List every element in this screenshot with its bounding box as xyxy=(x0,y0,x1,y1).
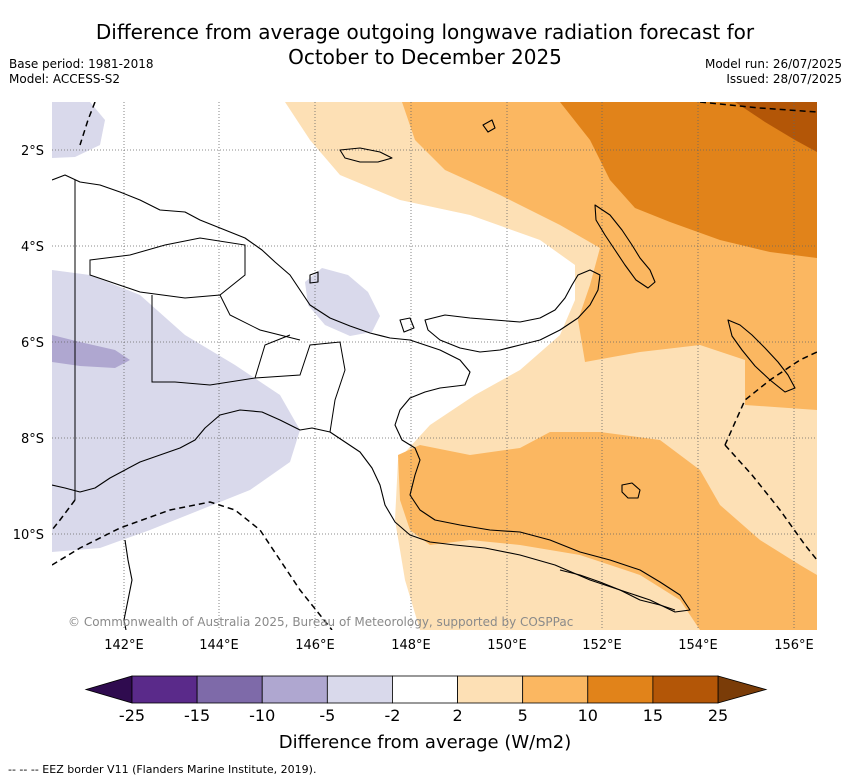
colorbar-tick-label: 25 xyxy=(708,706,728,725)
anomaly-region-neg5-10 xyxy=(52,335,130,368)
png-province-lines xyxy=(89,237,346,433)
anomaly-region-10-15 xyxy=(560,102,817,258)
copyright-text: © Commonwealth of Australia 2025, Bureau… xyxy=(68,615,573,629)
colorbar-segment xyxy=(587,675,654,704)
lat-label-2s: 2°S xyxy=(21,144,44,159)
colorbar-segment xyxy=(457,675,524,704)
colorbar-over-arrow xyxy=(717,675,768,704)
base-period: Base period: 1981-2018 xyxy=(9,57,154,71)
land-borders xyxy=(74,180,346,500)
anomaly-region-neg2-5-west xyxy=(52,270,300,552)
gridlines xyxy=(52,102,817,630)
lat-label-10s: 10°S xyxy=(13,528,44,543)
colorbar-tick-label: -5 xyxy=(319,706,335,725)
colorbar-segment xyxy=(652,675,719,704)
meta-left: Base period: 1981-2018 Model: ACCESS-S2 xyxy=(9,57,154,87)
anomaly-region-neg2-5-central xyxy=(305,268,380,336)
lon-label-146e: 146°E xyxy=(295,638,335,653)
colorbar-tick-label: 15 xyxy=(643,706,663,725)
new-ireland-coast xyxy=(594,204,656,289)
eez-border-south xyxy=(52,501,333,630)
colorbar-tick-labels: -25 -15 -10 -5 -2 2 5 10 15 25 xyxy=(119,706,728,725)
latitude-labels: 2°S 4°S 6°S 8°S 10°S xyxy=(13,144,44,543)
small-island-2 xyxy=(309,271,319,284)
colorbar-title: Difference from average (W/m2) xyxy=(279,732,571,753)
bougainville-coast xyxy=(727,319,796,393)
new-britain-coast xyxy=(424,269,601,353)
lat-label-4s: 4°S xyxy=(21,240,44,255)
colorbar-tick-label: -15 xyxy=(184,706,210,725)
colorbar-tick-label: -10 xyxy=(249,706,275,725)
anomaly-region-neg2-5-north xyxy=(52,102,105,158)
lon-label-144e: 144°E xyxy=(199,638,239,653)
lon-label-142e: 142°E xyxy=(104,638,144,653)
title-line-2: October to December 2025 xyxy=(288,45,562,69)
guadalcanal-coast xyxy=(621,482,641,499)
colorbar-tick-label: -25 xyxy=(119,706,145,725)
colorbar-segment xyxy=(196,675,263,704)
lat-label-8s: 8°S xyxy=(21,432,44,447)
new-guinea-coast xyxy=(52,174,691,613)
eez-border-southeast xyxy=(724,444,817,561)
lon-label-148e: 148°E xyxy=(391,638,431,653)
lon-label-156e: 156°E xyxy=(774,638,814,653)
louisiade-coast xyxy=(559,569,676,611)
lon-label-150e: 150°E xyxy=(487,638,527,653)
colorbar: -25 -15 -10 -5 -2 2 5 10 15 25 Difference from av… xyxy=(84,675,768,753)
colorbar-segment xyxy=(326,675,393,704)
colorbar-segment xyxy=(261,675,328,704)
model-name: Model: ACCESS-S2 xyxy=(9,72,121,86)
colorbar-segment xyxy=(522,675,589,704)
colorbar-segment xyxy=(392,675,458,704)
coastlines xyxy=(52,119,796,630)
eez-border-east xyxy=(724,351,817,446)
colorbar-under-arrow xyxy=(84,675,133,704)
colorbar-tick-label: 5 xyxy=(518,706,528,725)
eez-legend-note: -- -- -- EEZ border V11 (Flanders Marine… xyxy=(8,763,317,776)
chart-title: Difference from average outgoing longwav… xyxy=(0,20,850,70)
eez-border-northeast xyxy=(699,102,817,113)
issued-date: Issued: 28/07/2025 xyxy=(726,72,842,86)
title-line-1: Difference from average outgoing longwav… xyxy=(95,20,755,44)
colorbar-segment xyxy=(131,675,198,704)
model-run: Model run: 26/07/2025 xyxy=(704,57,842,71)
lat-label-6s: 6°S xyxy=(21,336,44,351)
eez-borders xyxy=(52,102,817,630)
lon-label-154e: 154°E xyxy=(678,638,718,653)
small-island-1 xyxy=(482,119,496,133)
lon-label-152e: 152°E xyxy=(582,638,622,653)
colorbar-tick-label: -2 xyxy=(384,706,400,725)
eez-border-west xyxy=(52,499,76,531)
colorbar-tick-label: 10 xyxy=(578,706,598,725)
small-island-3 xyxy=(399,317,415,333)
colorbar-tick-label: 2 xyxy=(452,706,462,725)
colorbar-segments xyxy=(131,675,719,704)
cape-york-coast xyxy=(123,539,133,630)
manus-coast xyxy=(339,147,393,163)
anomaly-fill-layer xyxy=(52,102,817,630)
anomaly-region-15-25 xyxy=(735,102,817,152)
meta-right: Model run: 26/07/2025 Issued: 28/07/2025 xyxy=(705,57,842,87)
longitude-labels: 142°E 144°E 146°E 148°E 150°E 152°E 154°… xyxy=(104,638,814,653)
anomaly-region-5-10-south xyxy=(398,432,817,630)
